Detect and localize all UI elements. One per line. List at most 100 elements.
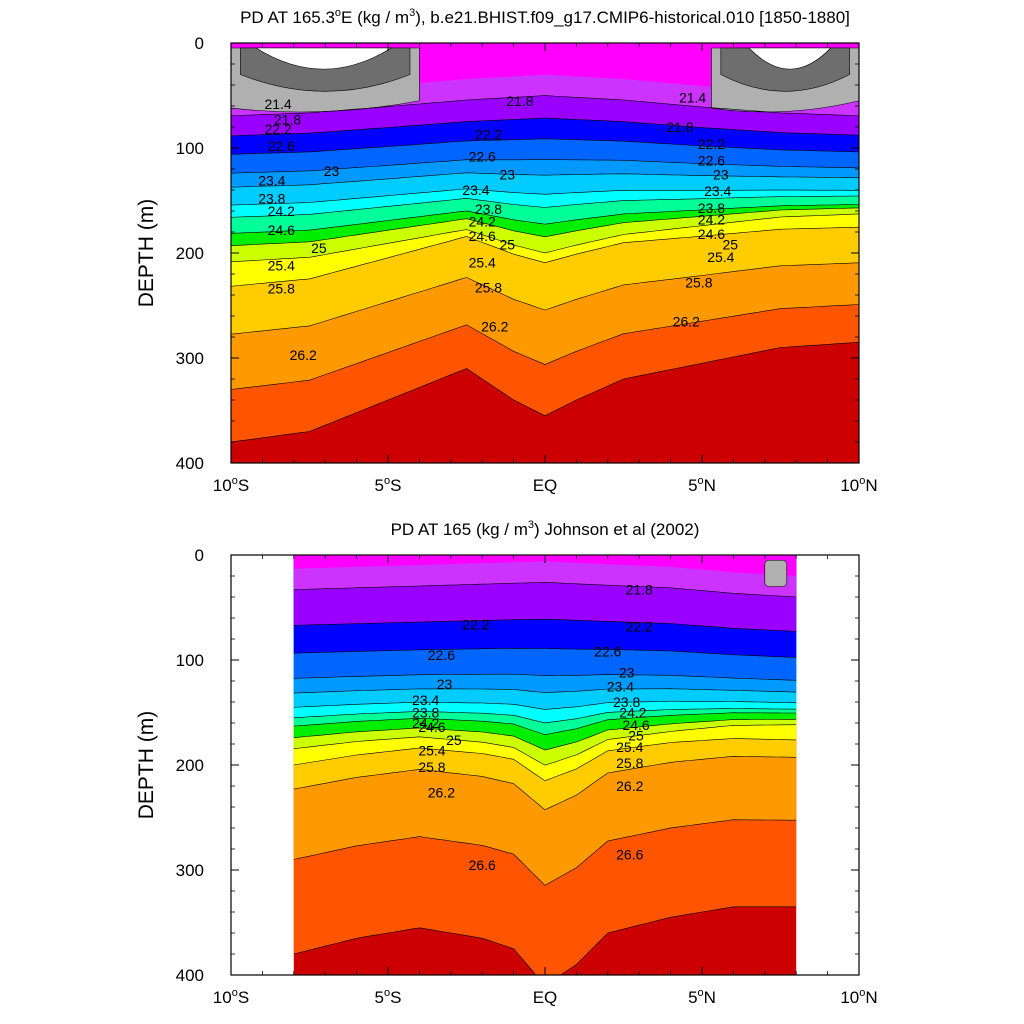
contour-label: 22.2 (475, 126, 502, 142)
contour-label: 22.2 (462, 616, 489, 632)
contour-label: 26.6 (616, 846, 643, 862)
contour-label: 24.2 (619, 705, 646, 721)
y-tick-label: 200 (176, 244, 204, 263)
y-tick-label: 100 (176, 139, 204, 158)
contour-label: 25.8 (475, 280, 502, 296)
contour-labels: 21.821.821.822.2 22.222.222.622.6 22.623 23… (258, 90, 738, 363)
contour-label: 21.8 (506, 93, 533, 109)
contour-label: 23.8 (698, 200, 725, 216)
contour-line (231, 304, 859, 390)
contour-line (293, 712, 797, 736)
contour-label: 25.4 (268, 258, 295, 274)
panel-title: PD AT 165.3oE (kg / m3), b.e21.BHIST.f09… (240, 7, 850, 27)
contour-label: 21.8 (666, 119, 693, 135)
x-tick-label: EQ (533, 988, 558, 1007)
contour-label: 21.4 (264, 96, 291, 112)
contour-line (231, 117, 859, 137)
axes: 0 100 200 300 400 10oS 5oS EQ 5oN 10oN (176, 34, 878, 495)
contour-line (231, 172, 859, 188)
contour-line (231, 342, 859, 443)
contour-label: 26.2 (481, 319, 508, 335)
y-tick-label: 300 (176, 861, 204, 880)
contour-label: 23.8 (412, 705, 439, 721)
contour-label: 22.2 (264, 121, 291, 137)
contour-label: 23.4 (704, 183, 731, 199)
contour-label: 23.4 (462, 182, 489, 198)
contour-label: 25 (311, 240, 327, 256)
contour-label: 21.4 (679, 90, 706, 106)
contour-label: 23 (437, 676, 453, 692)
contour-line (293, 755, 797, 811)
contour-line (293, 724, 797, 766)
y-tick-label: 0 (195, 546, 204, 565)
contour-label: 26.2 (428, 784, 455, 800)
contour-label: 22.6 (594, 644, 621, 660)
contour-label: 23.4 (258, 173, 285, 189)
panel-top: PD AT 165.3oE (kg / m3), b.e21.BHIST.f09… (135, 7, 878, 495)
contour-label: 25.4 (616, 739, 643, 755)
x-tick-label: 10oN (840, 475, 877, 495)
contour-line (231, 159, 859, 174)
contour-line (231, 195, 859, 218)
contour-band (293, 555, 797, 576)
contour-label: 23 (619, 665, 635, 681)
contour-line (293, 618, 797, 632)
contour-label: 23 (324, 163, 340, 179)
contour-lines (293, 581, 797, 975)
contour-label: 24.6 (698, 226, 725, 242)
y-tick-label: 300 (176, 349, 204, 368)
y-tick-label: 400 (176, 454, 204, 473)
contour-label: 24.6 (469, 228, 496, 244)
contour-line (293, 673, 797, 681)
contour-label: 24.6 (418, 719, 445, 735)
x-tick-label: 10oS (213, 475, 249, 495)
contour-label: 26.6 (469, 857, 496, 873)
contour-label: 22.6 (428, 647, 455, 663)
panel-bottom: PD AT 165 (kg / m3) Johnson et al (2002)… (135, 519, 878, 1007)
contour-line (231, 213, 859, 263)
contour-label: 25.4 (469, 254, 496, 270)
contour-line (231, 204, 859, 234)
x-tick-label: 5oN (688, 987, 716, 1007)
contour-label: 24.2 (268, 203, 295, 219)
contour-label: 22.6 (268, 138, 295, 154)
contour-line (231, 262, 859, 335)
contour-label: 26.2 (290, 347, 317, 363)
contour-label: 21.8 (274, 112, 301, 128)
contour-label: 25 (722, 237, 738, 253)
contour-label: 26.2 (673, 313, 700, 329)
axes: 0 100 200 300 400 10oS 5oS EQ 5oN 10oN (176, 546, 878, 1007)
contour-label: 25.8 (616, 755, 643, 771)
contour-label: 23 (500, 166, 516, 182)
x-tick-label: 5oS (375, 475, 402, 495)
y-axis-label: DEPTH (m) (135, 711, 158, 820)
contour-label: 25 (446, 732, 462, 748)
contour-label: 23 (713, 166, 729, 182)
contour-line (231, 188, 859, 206)
contour-line (293, 688, 797, 694)
contour-lines (231, 95, 859, 443)
x-tick-label: 10oS (213, 987, 249, 1007)
surface-gap (748, 47, 832, 70)
y-tick-label: 200 (176, 756, 204, 775)
x-tick-label: 10oN (840, 987, 877, 1007)
contour-label: 23.4 (412, 692, 439, 708)
contour-label: 22.2 (698, 136, 725, 152)
contour-line (293, 738, 797, 782)
contour-line (231, 226, 859, 287)
panel-title: PD AT 165 (kg / m3) Johnson et al (2002) (391, 519, 700, 539)
contour-label: 22.6 (469, 148, 496, 164)
contour-label: 25.4 (418, 742, 445, 758)
y-tick-label: 0 (195, 34, 204, 53)
contour-labels: 21.822.2 22.222.6 22.6232323.423.423.823.8… (412, 582, 653, 873)
x-tick-label: 5oN (688, 475, 716, 495)
surface-gap (255, 47, 393, 70)
contour-line (231, 138, 859, 155)
contour-label: 21.8 (626, 582, 653, 598)
contour-label: 22.2 (626, 618, 653, 634)
x-tick-label: 5oS (375, 987, 402, 1007)
contour-line (293, 819, 797, 886)
contour-label: 24.2 (469, 214, 496, 230)
y-tick-label: 400 (176, 966, 204, 985)
